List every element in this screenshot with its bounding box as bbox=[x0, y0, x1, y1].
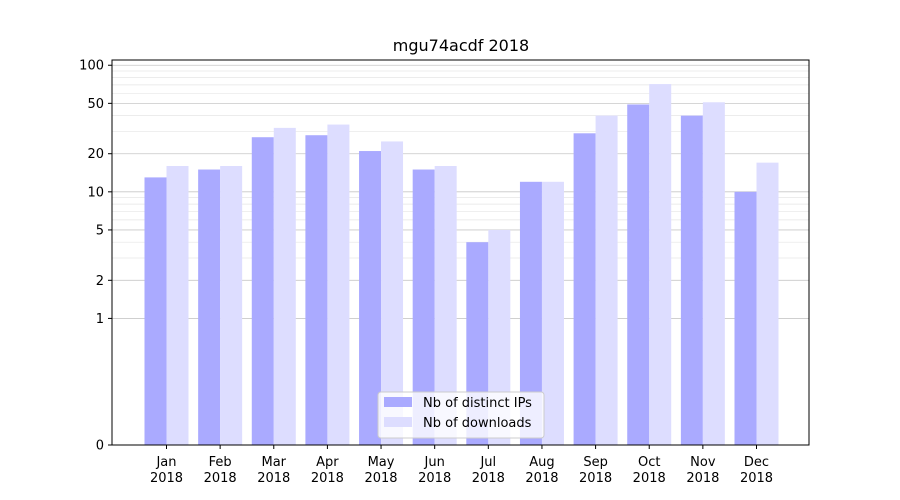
legend-swatch bbox=[384, 397, 412, 407]
legend: Nb of distinct IPs Nb of downloads bbox=[377, 391, 545, 439]
x-tick-label: May 2018 bbox=[364, 455, 397, 486]
bar-downloads bbox=[434, 165, 457, 446]
x-tick-label: Jan 2018 bbox=[150, 455, 183, 486]
y-tick-label: 50 bbox=[87, 97, 104, 112]
bar-distinct-ips bbox=[305, 135, 328, 445]
x-tick-label: Nov 2018 bbox=[686, 455, 719, 486]
bar-distinct-ips bbox=[198, 169, 221, 445]
x-tick-label: Feb 2018 bbox=[204, 455, 237, 486]
bar-distinct-ips bbox=[519, 181, 542, 445]
bar-downloads bbox=[381, 141, 404, 445]
bar-distinct-ips bbox=[359, 151, 382, 445]
bar-distinct-ips bbox=[251, 137, 274, 446]
y-tick-label: 1 bbox=[96, 312, 104, 327]
bar-distinct-ips bbox=[144, 177, 167, 446]
bar-distinct-ips bbox=[734, 191, 757, 445]
legend-box bbox=[377, 391, 545, 439]
y-tick-label: 0 bbox=[96, 439, 104, 454]
legend-swatch bbox=[384, 417, 412, 427]
bar-downloads bbox=[649, 84, 672, 446]
legend-label: Nb of distinct IPs bbox=[423, 396, 532, 411]
bar-downloads bbox=[541, 181, 564, 445]
x-tick-label: Mar 2018 bbox=[257, 455, 290, 486]
y-tick-label: 20 bbox=[87, 147, 104, 162]
legend-label: Nb of downloads bbox=[423, 416, 532, 431]
y-tick-label: 2 bbox=[96, 274, 104, 289]
x-tick-label: Dec 2018 bbox=[740, 455, 773, 486]
bar-distinct-ips bbox=[412, 169, 435, 445]
chart-title: mgu74acdf 2018 bbox=[393, 36, 529, 55]
bars bbox=[144, 84, 779, 446]
x-tick-label: Apr 2018 bbox=[311, 455, 344, 486]
x-tick-label: Aug 2018 bbox=[525, 455, 558, 486]
bar-distinct-ips bbox=[627, 104, 650, 445]
bar-downloads bbox=[595, 115, 618, 445]
bar-downloads bbox=[220, 165, 243, 446]
y-tick-label: 5 bbox=[96, 223, 104, 238]
x-tick-label: Jul 2018 bbox=[472, 455, 505, 486]
y-tick-label: 100 bbox=[79, 59, 104, 74]
bar-downloads bbox=[273, 127, 296, 445]
bar-downloads bbox=[702, 102, 725, 445]
bar-downloads bbox=[488, 229, 511, 445]
x-tick-label: Sep 2018 bbox=[579, 455, 612, 486]
bar-downloads bbox=[327, 124, 350, 445]
x-tick-label: Oct 2018 bbox=[633, 455, 666, 486]
bar-downloads bbox=[166, 165, 189, 446]
bar-downloads bbox=[756, 162, 779, 445]
bar-distinct-ips bbox=[573, 133, 596, 445]
x-tick-label: Jun 2018 bbox=[418, 455, 451, 486]
bar-distinct-ips bbox=[680, 115, 703, 445]
plot-frame bbox=[111, 59, 810, 446]
axes: 0 1 2 5 10 20 50 100 Jan 2018 Feb 2018 Mar 2018 Apr 201… bbox=[79, 59, 773, 486]
y-tick-label: 10 bbox=[87, 185, 104, 200]
